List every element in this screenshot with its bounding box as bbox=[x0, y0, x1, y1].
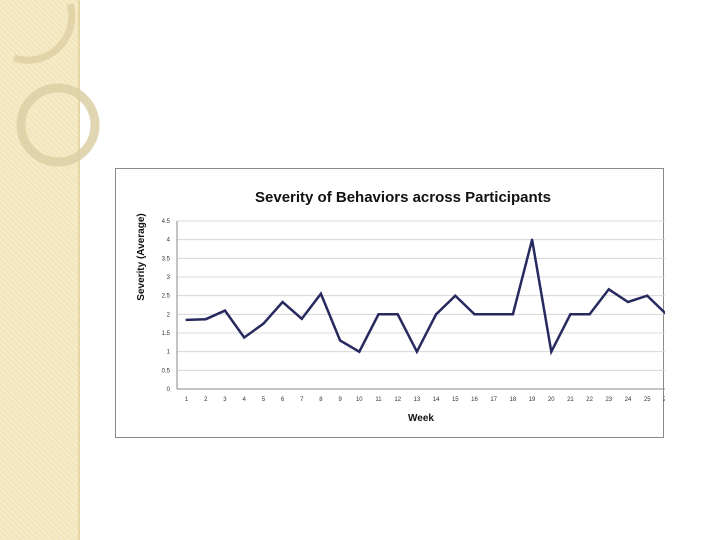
y-tick-label: 4 bbox=[167, 238, 171, 244]
data-point bbox=[223, 309, 227, 312]
grid-lines bbox=[177, 220, 665, 371]
line-chart: Severity of Behaviors across Participant… bbox=[136, 189, 665, 424]
x-tick-label: 12 bbox=[394, 397, 401, 403]
side-panel-edge bbox=[78, 0, 80, 540]
data-point bbox=[588, 313, 591, 316]
series-layer bbox=[185, 238, 665, 356]
x-tick-label: 2 bbox=[204, 397, 208, 403]
x-tick-label: 15 bbox=[452, 397, 459, 403]
data-point bbox=[530, 238, 534, 241]
x-tick-label: 1 bbox=[185, 397, 189, 403]
x-tick-label: 25 bbox=[644, 397, 651, 403]
data-point bbox=[358, 350, 361, 353]
x-tick-label: 8 bbox=[319, 397, 323, 403]
data-point bbox=[338, 339, 342, 342]
circle-ring-icon bbox=[16, 83, 100, 167]
x-tick-label: 26 bbox=[663, 397, 665, 403]
x-tick-label: 11 bbox=[375, 397, 382, 403]
y-tick-label: 4.5 bbox=[162, 219, 171, 225]
x-tick-label: 9 bbox=[338, 397, 342, 403]
data-point bbox=[204, 317, 207, 321]
y-tick-label: 0 bbox=[167, 387, 171, 393]
series-line bbox=[186, 239, 665, 356]
x-tick-label: 17 bbox=[490, 397, 497, 403]
x-tick-label: 24 bbox=[625, 397, 632, 403]
x-tick-label: 10 bbox=[356, 397, 363, 403]
data-point bbox=[185, 318, 188, 322]
y-axis-label: Severity (Average) bbox=[136, 213, 147, 300]
x-tick-label: 19 bbox=[529, 397, 536, 403]
x-tick-label: 13 bbox=[414, 397, 421, 403]
data-point bbox=[607, 288, 611, 291]
x-tick-labels: 1 2 3 4 5 6 7 8 9 10 11 12 13 14 15 16 17 18 19 20 21 22 23 24 2… bbox=[185, 397, 665, 403]
data-point bbox=[396, 313, 399, 316]
x-tick-label: 23 bbox=[605, 397, 612, 403]
axes bbox=[176, 221, 665, 390]
x-axis-label: Week bbox=[408, 413, 434, 424]
data-point bbox=[454, 294, 457, 297]
x-tick-label: 16 bbox=[471, 397, 478, 403]
x-tick-label: 14 bbox=[433, 397, 440, 403]
data-point bbox=[473, 313, 476, 316]
data-point bbox=[492, 313, 495, 316]
y-tick-labels: 0 0.5 1 1.5 2 2.5 3 3.5 4 4.5 bbox=[162, 219, 171, 393]
data-point bbox=[415, 350, 419, 353]
y-tick-label: 3.5 bbox=[162, 256, 171, 262]
data-point bbox=[242, 336, 246, 339]
x-tick-label: 7 bbox=[300, 397, 304, 403]
y-tick-label: 1 bbox=[167, 350, 171, 356]
y-tick-label: 1.5 bbox=[162, 331, 171, 337]
data-point bbox=[319, 292, 323, 295]
x-tick-label: 6 bbox=[281, 397, 285, 403]
x-tick-label: 4 bbox=[243, 397, 247, 403]
y-tick-label: 3 bbox=[167, 275, 171, 281]
x-tick-label: 22 bbox=[586, 397, 593, 403]
data-point bbox=[626, 300, 630, 304]
data-point bbox=[300, 317, 303, 321]
data-point bbox=[569, 313, 572, 316]
data-point bbox=[646, 294, 649, 297]
slide-decoration bbox=[12, 3, 100, 167]
x-tick-label: 20 bbox=[548, 397, 555, 403]
data-point bbox=[377, 313, 380, 316]
data-point bbox=[511, 313, 515, 316]
x-tick-label: 21 bbox=[567, 397, 574, 403]
x-tick-label: 18 bbox=[510, 397, 517, 403]
ring-arc-icon bbox=[12, 3, 76, 64]
x-tick-label: 5 bbox=[262, 397, 266, 403]
chart-title: Severity of Behaviors across Participant… bbox=[255, 189, 551, 206]
data-point bbox=[281, 300, 284, 304]
y-tick-label: 2 bbox=[167, 312, 171, 318]
data-point bbox=[262, 322, 265, 325]
chart-frame: Severity of Behaviors across Participant… bbox=[115, 168, 665, 438]
x-tick-label: 3 bbox=[223, 397, 227, 403]
data-point bbox=[434, 313, 438, 316]
data-point bbox=[550, 350, 553, 353]
y-tick-label: 2.5 bbox=[162, 294, 171, 300]
y-tick-label: 0.5 bbox=[162, 368, 171, 374]
